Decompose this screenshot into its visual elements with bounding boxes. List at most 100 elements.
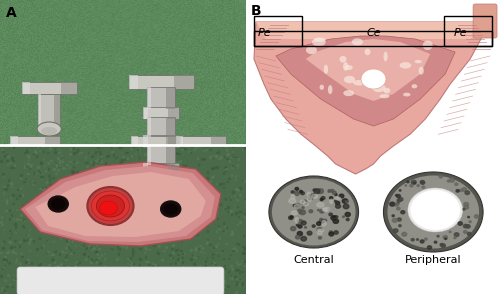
Ellipse shape [88, 187, 134, 225]
Bar [70, 266, 71, 268]
Bar [243, 235, 244, 236]
Bar [110, 147, 112, 148]
Bar [4, 145, 6, 146]
Ellipse shape [336, 201, 340, 205]
Bar [200, 281, 201, 283]
Bar [66, 256, 67, 258]
Bar [232, 233, 234, 235]
Bar [224, 208, 226, 209]
Ellipse shape [418, 67, 424, 75]
Bar [176, 269, 177, 271]
Bar [148, 264, 150, 265]
Bar [0, 221, 2, 223]
Bar [232, 263, 234, 264]
Bar [166, 181, 168, 183]
Bar [68, 240, 70, 241]
Ellipse shape [345, 212, 350, 217]
Bar [103, 215, 104, 216]
Ellipse shape [306, 46, 317, 54]
Bar [45, 274, 46, 276]
Bar [52, 282, 53, 283]
Ellipse shape [414, 182, 416, 184]
Bar [188, 173, 190, 174]
Bar [182, 253, 184, 254]
Bar [71, 183, 72, 184]
Bar [178, 291, 180, 293]
Bar [0, 216, 2, 218]
Bar [205, 235, 206, 237]
Bar [161, 278, 162, 280]
Bar [63, 178, 64, 179]
Bar [163, 195, 164, 196]
Bar [180, 257, 181, 258]
Bar [22, 269, 24, 270]
Ellipse shape [328, 209, 330, 211]
Bar [82, 230, 83, 232]
Ellipse shape [329, 232, 334, 236]
Bar [120, 285, 121, 286]
Bar [156, 167, 157, 169]
Ellipse shape [398, 218, 402, 221]
Ellipse shape [307, 231, 312, 235]
Bar [132, 291, 134, 293]
Bar [105, 242, 106, 243]
Bar [162, 167, 163, 168]
Bar [236, 272, 238, 274]
Bar [40, 289, 41, 290]
Bar [242, 271, 244, 273]
Bar [194, 246, 196, 248]
Bar [62, 191, 63, 193]
Bar [86, 166, 88, 167]
Bar [45, 194, 46, 196]
Bar [168, 262, 170, 263]
Bar [152, 181, 154, 183]
Bar [202, 290, 203, 292]
Bar [73, 184, 74, 186]
Bar [240, 249, 242, 250]
Bar [139, 288, 140, 290]
Bar [211, 290, 212, 292]
Bar [126, 196, 128, 197]
Bar [176, 281, 178, 283]
Bar [181, 196, 182, 197]
Bar [210, 214, 212, 216]
Bar [128, 161, 130, 163]
Ellipse shape [154, 201, 168, 209]
Bar [227, 285, 228, 287]
Bar [246, 198, 247, 200]
Bar [67, 177, 68, 178]
Bar [3, 258, 4, 260]
Bar [15, 278, 16, 279]
Bar [233, 179, 234, 181]
Bar [12, 273, 14, 275]
Bar [98, 155, 100, 156]
Bar [220, 196, 222, 197]
Bar [142, 135, 148, 147]
Bar [196, 205, 197, 206]
Bar [158, 238, 160, 239]
Bar [240, 211, 242, 213]
Bar [81, 174, 82, 175]
Bar [202, 247, 203, 249]
Bar [236, 206, 238, 207]
Bar [145, 248, 146, 250]
Bar [52, 258, 53, 260]
Bar [225, 198, 226, 199]
Bar [21, 276, 22, 277]
Bar [9, 158, 11, 159]
Bar [101, 254, 102, 255]
Bar [183, 283, 184, 285]
Bar [73, 147, 74, 149]
Bar [49, 145, 50, 147]
Bar [10, 227, 12, 228]
Bar [10, 179, 11, 181]
Bar [236, 242, 238, 244]
Bar [150, 164, 152, 165]
Bar [60, 234, 62, 235]
Bar [4, 240, 5, 241]
Bar [98, 216, 100, 218]
Bar [145, 189, 146, 190]
Bar [232, 248, 234, 249]
Bar [74, 145, 76, 146]
Bar [176, 180, 178, 181]
